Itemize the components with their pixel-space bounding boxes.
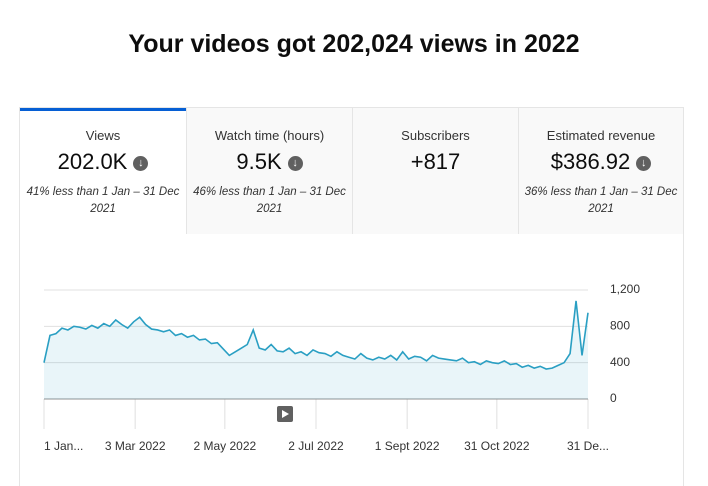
tab-change: 36% less than 1 Jan – 31 Dec 2021 xyxy=(524,186,678,215)
x-tick-label: 1 Jan... xyxy=(44,439,83,453)
x-tick-label: 31 De... xyxy=(567,439,609,453)
x-tick-label: 2 Jul 2022 xyxy=(288,439,344,453)
area xyxy=(44,300,588,399)
x-tick-label: 1 Sept 2022 xyxy=(375,439,440,453)
tab-change: 41% less than 1 Jan – 31 Dec 2021 xyxy=(26,186,180,215)
tab[interactable]: Subscribers +817 xyxy=(352,108,518,234)
down-icon: ↓ xyxy=(133,156,149,171)
x-tick-label: 31 Oct 2022 xyxy=(464,439,530,453)
tab[interactable]: Views 202.0K ↓ 41% less than 1 Jan – 31 Dec… xyxy=(20,108,186,234)
page-title: Your videos got 202,024 views in 2022 xyxy=(128,30,580,58)
tab[interactable]: Estimated revenue $386.92 ↓ 36% less than 1… xyxy=(518,108,683,234)
y-tick-label: 1,200 xyxy=(610,282,640,296)
tab-label: Estimated revenue xyxy=(546,128,656,143)
line xyxy=(43,300,589,370)
down-icon: ↓ xyxy=(636,156,652,171)
tab-value: $386.92 xyxy=(550,149,631,174)
x-tick-label: 3 Mar 2022 xyxy=(105,439,166,453)
y-tick-label: 400 xyxy=(610,355,630,369)
tab[interactable]: Watch time (hours) 9.5K ↓ 46% less than 1 J… xyxy=(186,108,352,234)
tab-value: +817 xyxy=(410,149,461,174)
tab-value: 202.0K xyxy=(57,149,128,174)
analytics-card: Views 202.0K ↓ 41% less than 1 Jan – 31 Dec… xyxy=(19,107,684,486)
y-tick-label: 800 xyxy=(610,319,630,333)
y-tick-label: 0 xyxy=(610,391,617,405)
down-icon: ↓ xyxy=(287,156,303,171)
tab-label: Subscribers xyxy=(401,128,470,143)
tab-value: 9.5K xyxy=(236,149,282,174)
x-tick-label: 2 May 2022 xyxy=(193,439,256,453)
tab-label: Views xyxy=(85,128,121,143)
play-icon xyxy=(282,410,289,418)
tab-label: Watch time (hours) xyxy=(214,128,325,143)
tab-change: 46% less than 1 Jan – 31 Dec 2021 xyxy=(193,186,346,215)
